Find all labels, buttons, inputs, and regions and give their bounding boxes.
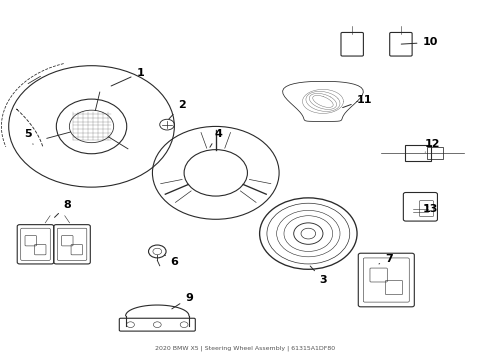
Text: 3: 3: [310, 266, 327, 285]
Text: 7: 7: [379, 253, 392, 264]
Text: 11: 11: [343, 95, 372, 108]
Text: 2: 2: [169, 100, 186, 119]
Text: 4: 4: [210, 129, 222, 147]
Text: 8: 8: [54, 200, 71, 217]
Text: 6: 6: [165, 255, 178, 267]
Text: 2020 BMW X5 | Steering Wheel Assembly | 61315A1DF80: 2020 BMW X5 | Steering Wheel Assembly | …: [155, 346, 335, 351]
Text: 1: 1: [111, 68, 144, 86]
Text: 13: 13: [422, 203, 438, 213]
Text: 5: 5: [24, 129, 33, 144]
Text: 10: 10: [401, 37, 438, 48]
Text: 9: 9: [172, 293, 193, 309]
Text: 12: 12: [425, 139, 441, 152]
